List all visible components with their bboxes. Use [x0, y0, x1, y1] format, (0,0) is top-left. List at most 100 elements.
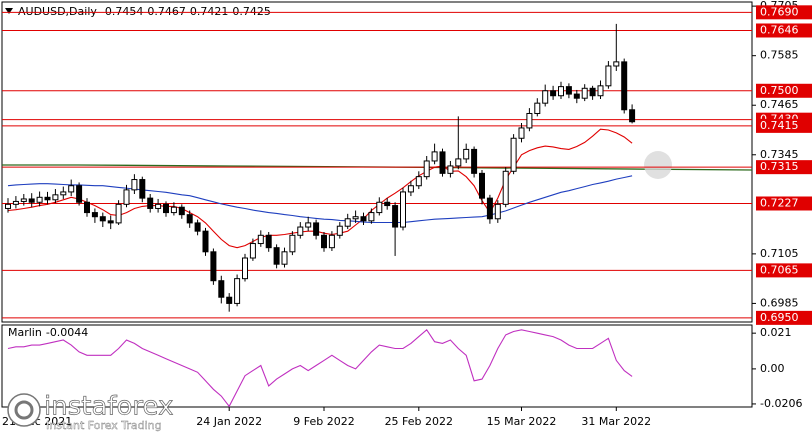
candle-body — [99, 216, 106, 222]
level-tag-box — [756, 196, 812, 211]
candle-body — [20, 198, 27, 202]
level-tag: 0.7227 — [756, 196, 812, 211]
level-tag-label: 0.7646 — [760, 23, 799, 36]
candle-body — [107, 220, 114, 224]
level-tag-label: 0.7690 — [760, 5, 799, 18]
level-tag-label: 0.7065 — [760, 263, 799, 276]
level-tag: 0.7065 — [756, 263, 812, 278]
candle-body — [336, 225, 343, 236]
candle-body — [194, 222, 201, 232]
candle-body — [5, 203, 11, 209]
candle-body — [139, 179, 146, 199]
candle-body — [123, 189, 130, 205]
candle-body — [218, 280, 225, 298]
level-tag-box — [756, 160, 812, 175]
last-low: 0.7421 — [190, 5, 229, 18]
candle-body — [573, 93, 580, 99]
candle-body — [178, 206, 185, 216]
candle-body — [131, 179, 138, 191]
cursor-marker — [644, 151, 672, 179]
level-tag-box — [756, 83, 812, 98]
x-tick-label: 15 Mar 2022 — [487, 415, 557, 428]
osc-y-tick-label: 0.00 — [760, 362, 785, 375]
candle-body — [463, 148, 470, 160]
candle-body — [344, 218, 351, 227]
level-tag: 0.7646 — [756, 23, 812, 38]
candle-body — [581, 87, 588, 99]
candle-body — [28, 198, 35, 203]
candle-body — [534, 102, 541, 114]
level-tag-box — [756, 5, 812, 20]
candle-body — [52, 194, 59, 201]
y-tick-label: 0.7105 — [760, 247, 799, 260]
candle-body — [265, 234, 272, 249]
candle-body — [36, 196, 43, 203]
level-tag-label: 0.7415 — [760, 119, 799, 132]
candle-body — [431, 151, 438, 162]
x-tick-label: 31 Mar 2022 — [581, 415, 651, 428]
candle-body — [613, 61, 620, 67]
y-tick-label: 0.7585 — [760, 49, 799, 62]
y-tick-label: 0.7465 — [760, 98, 799, 111]
candle-body — [44, 196, 51, 201]
watermark-tagline: Instant Forex Trading — [46, 419, 162, 432]
candle-body — [455, 158, 462, 167]
level-tag-box — [756, 118, 812, 133]
candle-body — [147, 197, 154, 209]
y-tick-label: 0.7345 — [760, 148, 799, 161]
candle-body — [376, 201, 383, 214]
level-tag-label: 0.6950 — [760, 311, 799, 324]
candle-body — [510, 137, 517, 172]
level-tag: 0.7315 — [756, 160, 812, 175]
candle-body — [423, 160, 430, 178]
last-close: 0.7425 — [232, 5, 271, 18]
candle-body — [479, 172, 485, 199]
candle-body — [68, 185, 75, 193]
candle-body — [494, 203, 501, 220]
oscillator-last: -0.0044 — [46, 326, 88, 339]
candle-body — [84, 201, 90, 214]
chart-header: AUDUSD,Daily 0.7454 0.7467 0.7421 0.7425 — [18, 5, 271, 18]
logo-inner — [14, 400, 34, 420]
candle-body — [352, 216, 359, 220]
level-tag: 0.7690 — [756, 5, 812, 20]
candle-body — [305, 222, 312, 228]
candle-body — [115, 203, 122, 224]
candle-body — [313, 222, 320, 236]
candle-body — [565, 86, 572, 95]
moving-average — [7, 175, 633, 224]
candle-body — [502, 170, 509, 205]
candle-body — [415, 176, 422, 187]
candle-body — [91, 212, 98, 218]
candle-body — [60, 191, 67, 196]
candle-body — [273, 247, 280, 265]
level-tag-label: 0.7315 — [760, 160, 799, 173]
candle-body — [471, 148, 478, 174]
symbol: AUDUSD,Daily — [18, 5, 97, 18]
level-tag: 0.7415 — [756, 118, 812, 133]
candle-body — [289, 234, 296, 253]
candle-body — [163, 203, 169, 214]
candle-body — [542, 90, 549, 104]
candle-body — [155, 203, 162, 209]
level-tag-box — [756, 263, 812, 278]
candle-body — [249, 243, 256, 259]
candle-body — [368, 212, 375, 222]
candle-body — [400, 191, 406, 228]
x-tick-label: 25 Feb 2022 — [385, 415, 453, 428]
watermark-brand: instaforex — [44, 392, 173, 422]
candle-body — [407, 185, 414, 193]
level-tag-box — [756, 310, 812, 325]
osc-y-tick-label: 0.021 — [760, 326, 792, 339]
x-tick-label: 9 Feb 2022 — [293, 415, 354, 428]
candle-body — [518, 127, 525, 139]
candle-body — [170, 206, 177, 214]
candle-body — [202, 230, 209, 253]
candle-body — [234, 278, 241, 304]
level-tag: 0.6950 — [756, 310, 812, 325]
osc-y-tick-label: -0.0206 — [760, 397, 802, 410]
level-tag: 0.7500 — [756, 83, 812, 98]
candle-body — [328, 234, 335, 249]
